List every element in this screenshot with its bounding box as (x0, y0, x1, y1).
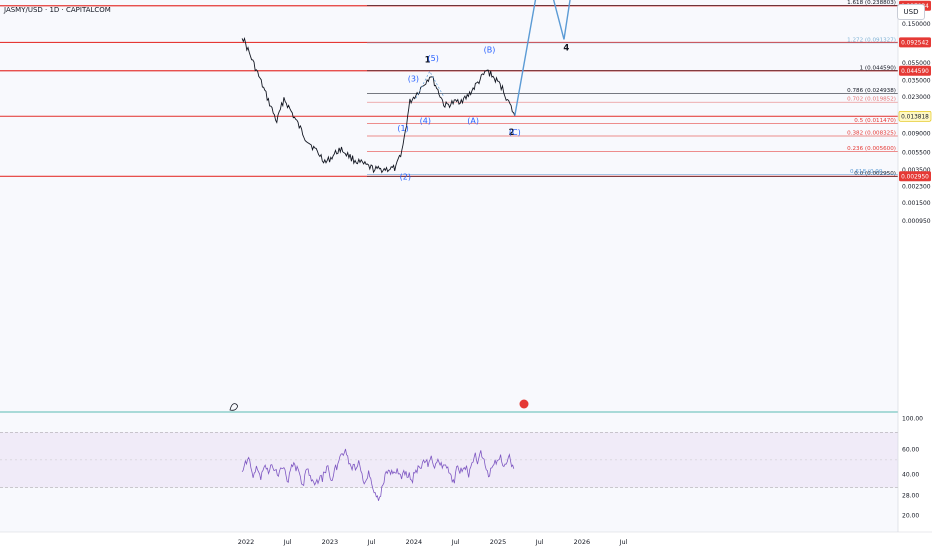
time-tick-label: 2023 (322, 538, 339, 546)
wave-label: (A) (467, 116, 479, 125)
time-tick-label: 2024 (406, 538, 423, 546)
dino-icon (229, 403, 238, 411)
fib-level-label: 0.236 (0.005600) (847, 146, 896, 152)
price-tag-label: 0.013818 (901, 115, 929, 121)
rsi-tick-label: 28.00 (902, 493, 919, 500)
fib-level-label: 0.618 (0.00... (850, 169, 888, 175)
price-tick-label: 0.009000 (902, 130, 931, 137)
price-tag-label: 0.044590 (901, 69, 929, 75)
fib-level-label: 1.272 (0.091327) (847, 37, 896, 43)
time-tick-label: 2022 (238, 538, 255, 546)
price-tick-label: 0.005500 (902, 150, 931, 157)
price-tick-label: 0.023000 (902, 94, 931, 101)
price-tick-label: 0.002300 (902, 183, 931, 190)
fib-level-label: 0.702 (0.019852) (847, 97, 896, 103)
rsi-tick-label: 20.00 (902, 513, 919, 520)
price-tick-label: 0.003500 (902, 167, 931, 174)
price-axis[interactable] (898, 0, 932, 532)
fib-level-label: 0.5 (0.011470) (854, 118, 896, 124)
fib-level-label: 1 (0.044590) (860, 65, 896, 71)
rsi-line (241, 448, 515, 501)
price-tick-label: 0.055000 (902, 60, 931, 67)
wave-projection-line (514, 0, 571, 116)
price-tick-label: 0.150000 (902, 21, 931, 28)
wave-label: 2 (509, 128, 515, 138)
fib-level-label: 1.618 (0.238803) (847, 0, 896, 6)
price-tag (899, 171, 931, 182)
currency-button[interactable]: USD (897, 4, 925, 20)
wave-label: (4) (420, 116, 431, 125)
wave-label: (5) (427, 54, 438, 63)
wave-label: (C) (509, 128, 521, 137)
wave-label: 1 (425, 56, 431, 66)
time-tick-label: Jul (451, 538, 460, 546)
time-tick-label: 2025 (490, 538, 507, 546)
price-tag-label: 0.092542 (901, 41, 929, 47)
price-tag-label: 0.002950 (901, 175, 929, 181)
time-axis[interactable] (0, 532, 932, 550)
fib-level-label: 0.382 (0.008325) (847, 130, 896, 136)
rsi-tick-label: 60.00 (902, 447, 919, 454)
time-tick-label: Jul (283, 538, 292, 546)
rsi-band (0, 432, 898, 488)
time-tick-label: Jul (535, 538, 544, 546)
price-tick-label: 0.000950 (902, 218, 931, 225)
fib-level-label: 0.786 (0.024938) (847, 88, 896, 94)
price-tag (899, 65, 931, 76)
price-tag (899, 37, 931, 48)
wave-label: (1) (397, 124, 408, 133)
wave-label: (2) (400, 173, 411, 182)
time-tick-label: 2026 (574, 538, 591, 546)
price-tag (898, 110, 932, 122)
price-series (241, 37, 516, 174)
symbol-title: JASMY/USD · 1D · CAPITALCOM (4, 6, 111, 14)
wave-label: 4 (563, 44, 569, 54)
event-flag-icon (519, 399, 529, 409)
wave-label: (3) (408, 74, 419, 83)
wave-guide-line (415, 70, 445, 99)
fib-level-label: 0.0 (0.002950) (854, 171, 896, 177)
time-tick-label: Jul (367, 538, 376, 546)
price-tick-label: 0.035000 (902, 78, 931, 85)
price-tick-label: 0.001500 (902, 200, 931, 207)
wave-label: (B) (484, 46, 496, 55)
time-tick-label: Jul (619, 538, 628, 546)
rsi-tick-label: 40.00 (902, 472, 919, 479)
rsi-tick-label: 100.00 (902, 416, 923, 423)
